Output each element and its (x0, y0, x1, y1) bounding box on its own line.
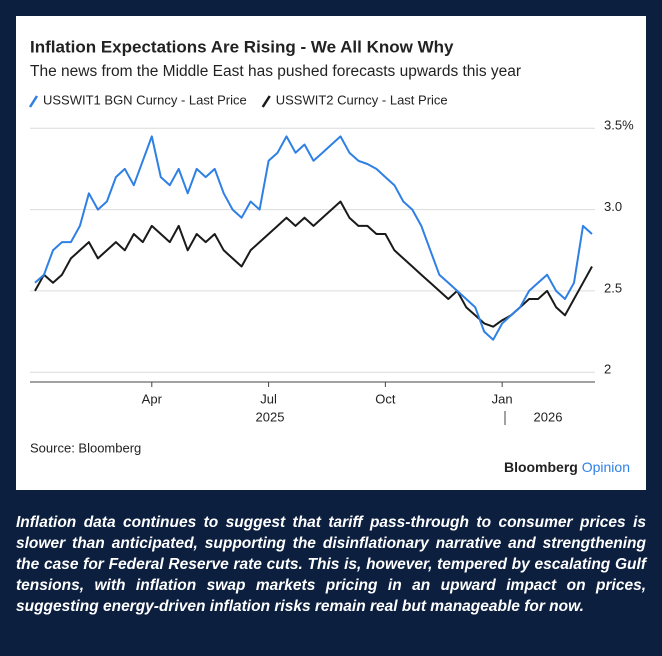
y-tick-label: 3.5% (604, 118, 634, 133)
series-line (34, 200, 593, 328)
source: Source: Bloomberg (30, 440, 141, 455)
x-tick-label: Jan (492, 391, 513, 406)
legend-label: USSWIT1 BGN Curncy - Last Price (43, 92, 247, 107)
chart-subtitle: The news from the Middle East has pushed… (30, 63, 521, 80)
y-tick-label: 3.0 (604, 199, 622, 214)
card (16, 16, 646, 490)
chart: Inflation Expectations Are Rising - We A… (16, 16, 646, 490)
x-group-label: 2026 (534, 409, 563, 424)
brand-name: Bloomberg (504, 459, 578, 475)
x-tick-label: Apr (142, 391, 163, 406)
legend-swatch (28, 95, 39, 108)
brand-section: Opinion (582, 459, 630, 475)
series-line (34, 135, 593, 341)
x-tick-label: Oct (375, 391, 396, 406)
brand: Bloomberg Opinion (504, 459, 630, 475)
x-group-label: 2025 (256, 409, 285, 424)
y-tick-label: 2 (604, 362, 611, 377)
caption: Inflation data continues to suggest that… (16, 514, 646, 615)
y-tick-label: 2.5 (604, 280, 622, 295)
legend-swatch (261, 95, 271, 108)
chart-title: Inflation Expectations Are Rising - We A… (30, 37, 454, 56)
x-tick-label: Jul (260, 391, 277, 406)
legend-label: USSWIT2 Curncy - Last Price (276, 92, 448, 107)
